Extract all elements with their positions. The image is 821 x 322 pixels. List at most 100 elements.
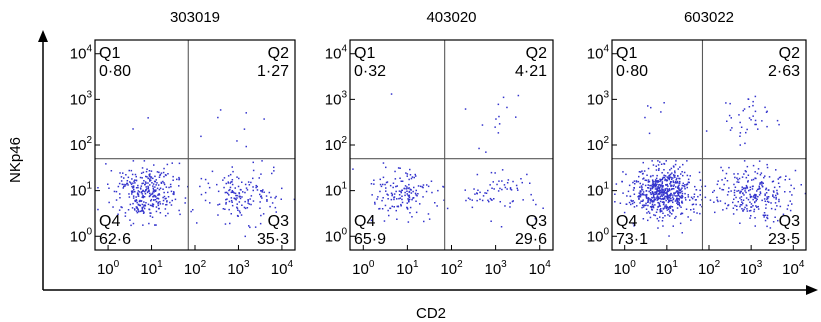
event-dot (246, 189, 249, 191)
event-dot (644, 184, 647, 187)
event-dot (762, 214, 765, 216)
event-dot (141, 182, 143, 185)
event-dot (474, 193, 476, 195)
event-dot (676, 201, 679, 203)
event-dot (126, 182, 128, 185)
event-dot (739, 135, 741, 137)
event-dot (135, 175, 137, 178)
event-dot (230, 213, 232, 215)
event-dot (143, 196, 146, 198)
event-dot (395, 190, 397, 193)
event-dot (392, 186, 394, 189)
event-dot (476, 173, 479, 176)
event-dot (742, 210, 744, 212)
event-dot (385, 190, 387, 192)
event-dot (761, 185, 764, 188)
event-dot (755, 123, 757, 126)
event-dot (765, 111, 768, 113)
event-dot (506, 106, 508, 109)
event-dot (661, 182, 663, 185)
event-dot (232, 191, 235, 193)
event-dot (638, 175, 640, 178)
event-dot (415, 189, 417, 192)
event-dot (236, 194, 238, 197)
event-dot (158, 193, 160, 195)
event-dot (767, 197, 769, 200)
event-dot (134, 190, 136, 193)
event-dot (788, 178, 791, 180)
event-dot (736, 181, 738, 183)
event-dot (655, 180, 658, 182)
event-dot (669, 169, 671, 171)
event-dot (741, 201, 743, 203)
event-dot (640, 200, 642, 202)
event-dot (677, 194, 680, 197)
y-tick-label: 103 (70, 89, 93, 108)
event-dot (249, 198, 251, 200)
event-dot (415, 211, 418, 214)
event-dot (681, 212, 684, 215)
event-dot (651, 200, 654, 202)
event-dot (745, 131, 747, 134)
event-dot (117, 185, 120, 188)
event-dot (647, 167, 650, 170)
event-dot (676, 199, 678, 201)
event-dot (665, 184, 668, 186)
event-dot (274, 206, 277, 209)
event-dot (178, 176, 180, 179)
event-dot (649, 198, 651, 200)
event-dot (666, 176, 669, 178)
event-dot (167, 191, 169, 194)
event-dot (535, 203, 537, 206)
event-dot (157, 197, 159, 199)
event-dot (494, 172, 496, 174)
event-dot (409, 174, 412, 176)
event-dot (696, 212, 698, 214)
event-dot (684, 192, 686, 195)
event-dot (256, 185, 258, 188)
event-dot (759, 182, 761, 184)
event-dot (398, 190, 401, 192)
event-dot (651, 191, 654, 194)
event-dot (160, 172, 163, 174)
event-dot (388, 214, 390, 217)
event-dot (766, 198, 768, 200)
event-dot (774, 208, 777, 211)
event-dot (132, 222, 135, 225)
event-dot (645, 179, 648, 182)
event-dot (260, 173, 262, 175)
event-dot (655, 191, 657, 193)
event-dot (645, 197, 648, 199)
event-dot (654, 184, 656, 186)
event-dot (507, 179, 510, 181)
event-dot (749, 196, 752, 199)
event-dot (126, 180, 129, 182)
event-dot (730, 190, 732, 192)
event-dot (224, 208, 226, 210)
event-dot (654, 185, 656, 188)
event-dot (140, 185, 143, 187)
event-dot (772, 180, 775, 182)
event-dot (158, 171, 160, 174)
event-dot (233, 192, 235, 194)
event-dot (469, 198, 471, 201)
event-dot (642, 172, 644, 175)
event-dot (756, 206, 758, 208)
event-dot (230, 191, 233, 194)
event-dot (760, 182, 763, 184)
event-dot (141, 167, 144, 169)
event-dot (542, 207, 544, 209)
event-dot (137, 193, 140, 195)
event-dot (393, 193, 396, 195)
event-dot (436, 205, 438, 207)
event-dot (791, 203, 793, 205)
event-dot (209, 202, 211, 204)
event-dot (391, 193, 394, 196)
event-dot (231, 191, 233, 193)
event-dot (681, 171, 683, 173)
quadrant-value-q1: 0·32 (354, 63, 386, 80)
event-dot (252, 186, 254, 188)
event-dot (663, 192, 665, 194)
event-dot (685, 208, 688, 210)
event-dot (667, 197, 669, 199)
